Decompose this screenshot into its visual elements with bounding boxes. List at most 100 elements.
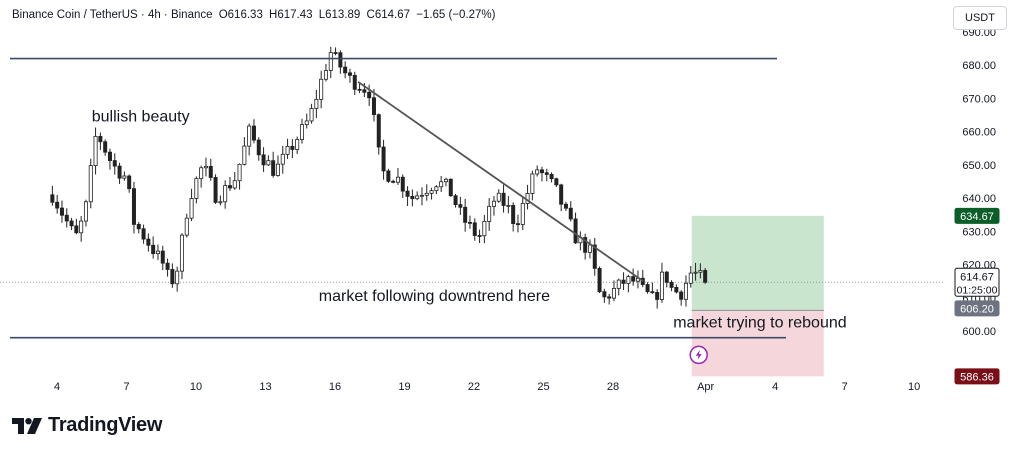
price-tick-label: 630.00 (962, 226, 996, 238)
candle-body (419, 194, 424, 197)
candle-body (155, 250, 160, 255)
candle-body (381, 146, 386, 172)
time-axis[interactable]: 4 7 10 13 16 19 22 25 28 Apr 4 7 10 (54, 381, 920, 393)
last-price-tag-countdown: 01:25:00 (957, 284, 998, 296)
candle-body (107, 151, 112, 161)
chart-background (0, 0, 1024, 400)
downtrend-line[interactable] (357, 81, 644, 282)
candle-body (179, 234, 184, 272)
candle-body (328, 52, 333, 71)
candle-body (511, 204, 516, 225)
candle-body (386, 170, 391, 182)
candle-body (309, 108, 314, 122)
candle-body (93, 135, 98, 167)
candle-body (275, 163, 280, 176)
candle-body (251, 125, 256, 141)
price-tick-label: 600.00 (962, 326, 996, 338)
candle-body (122, 175, 127, 179)
last-price-tag-text: 614.67 (960, 271, 994, 283)
candle-body (515, 223, 520, 226)
candle-body (703, 270, 708, 283)
candle-body (131, 188, 136, 225)
annotations: bullish beauty market following downtrend… (92, 109, 847, 332)
candle-body (655, 291, 660, 300)
chart-annotation[interactable]: market following downtrend here (319, 288, 550, 305)
tradingview-logo-text: TradingView (48, 414, 163, 436)
candle-body (611, 287, 616, 299)
candle-body (664, 271, 669, 283)
candle-body (424, 192, 429, 196)
candle-body (290, 145, 295, 150)
symbol-title[interactable]: Binance Coin / TetherUS · 4h · Binance (12, 9, 213, 21)
profit-zone[interactable] (691, 215, 824, 311)
candle-body (679, 291, 684, 300)
candle-body (415, 195, 420, 200)
candle-body (410, 195, 415, 200)
time-tick-label: 25 (537, 381, 549, 393)
candle-body (55, 201, 60, 209)
loss-zone[interactable] (691, 310, 824, 377)
candle-body (304, 120, 309, 126)
candle-body (343, 66, 348, 74)
candle-body (458, 204, 463, 208)
candle-body (199, 167, 204, 180)
candle-body (247, 125, 252, 147)
currency-unit-button[interactable]: USDT (953, 6, 1007, 30)
candle-body (357, 88, 362, 91)
candle-body (83, 201, 88, 222)
last-price-tag (954, 267, 1000, 297)
candle-body (535, 169, 540, 175)
price-tick-label: 640.00 (962, 193, 996, 205)
candle-body (482, 221, 487, 237)
candle-body (549, 173, 554, 180)
candle-body (448, 178, 453, 197)
candle-body (520, 203, 525, 225)
candle-body (280, 153, 285, 165)
entry-price-tag (954, 300, 1000, 317)
candle-body (362, 89, 367, 93)
candle-body (69, 220, 74, 227)
high-value: H617.43 (269, 9, 313, 21)
time-tick-label: 4 (54, 381, 60, 393)
candle-body (434, 186, 439, 192)
candle-body (573, 218, 578, 244)
price-chart[interactable]: bullish beauty market following downtrend… (0, 0, 1024, 400)
candle-body (544, 172, 549, 175)
price-tick-label: 670.00 (962, 93, 996, 105)
candle-body (184, 217, 189, 236)
price-tick-label: 660.00 (962, 127, 996, 139)
candle-body (597, 267, 602, 293)
candle-body (79, 220, 84, 234)
candle-body (674, 286, 679, 293)
candles (50, 46, 708, 309)
candle-body (227, 185, 232, 189)
candle-body (496, 192, 501, 202)
time-tick-label: 19 (398, 381, 410, 393)
candle-body (223, 185, 228, 203)
price-tick-label: 650.00 (962, 160, 996, 172)
candle-body (683, 282, 688, 300)
candle-body (631, 276, 636, 282)
candle-body (395, 176, 400, 183)
candle-body (453, 195, 458, 206)
candle-body (242, 145, 247, 165)
candle-body (439, 181, 444, 188)
time-tick-label: 16 (329, 381, 341, 393)
candle-body (146, 238, 151, 246)
candle-body (347, 72, 352, 76)
time-tick-label: 28 (607, 381, 619, 393)
tradingview-logo[interactable]: TradingView (12, 414, 162, 437)
candle-body (194, 178, 199, 199)
candle-body (160, 250, 165, 264)
candle-body (602, 291, 607, 298)
candle-body (650, 291, 655, 294)
chart-annotation[interactable]: market trying to rebound (673, 315, 846, 332)
price-tick-label: 680.00 (962, 60, 996, 72)
open-value: O616.33 (218, 9, 263, 21)
candle-body (232, 180, 237, 189)
candle-body (208, 165, 213, 178)
chart-annotation[interactable]: bullish beauty (92, 109, 190, 126)
close-value: C614.67 (366, 9, 410, 21)
candle-body (98, 135, 103, 143)
